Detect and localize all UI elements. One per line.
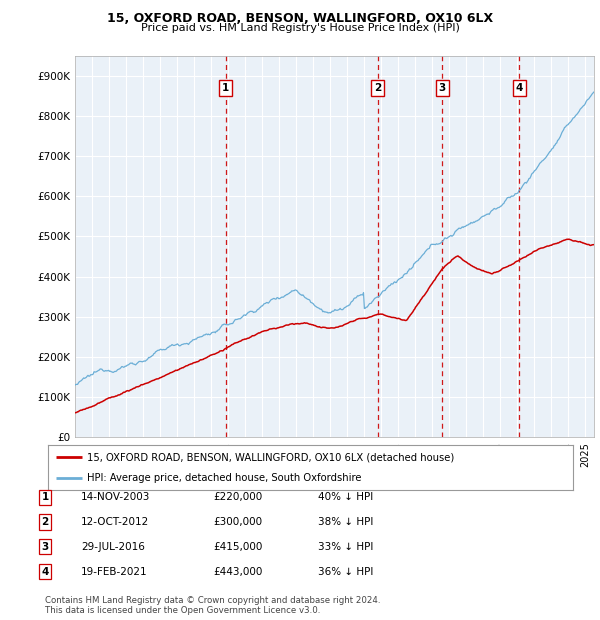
Text: 38% ↓ HPI: 38% ↓ HPI <box>318 517 373 527</box>
Text: £415,000: £415,000 <box>213 542 262 552</box>
Text: Price paid vs. HM Land Registry's House Price Index (HPI): Price paid vs. HM Land Registry's House … <box>140 23 460 33</box>
Text: 40% ↓ HPI: 40% ↓ HPI <box>318 492 373 502</box>
Text: 33% ↓ HPI: 33% ↓ HPI <box>318 542 373 552</box>
Text: HPI: Average price, detached house, South Oxfordshire: HPI: Average price, detached house, Sout… <box>88 472 362 483</box>
Text: 4: 4 <box>516 83 523 93</box>
Text: 4: 4 <box>41 567 49 577</box>
Text: 19-FEB-2021: 19-FEB-2021 <box>81 567 148 577</box>
Text: £443,000: £443,000 <box>213 567 262 577</box>
Text: 15, OXFORD ROAD, BENSON, WALLINGFORD, OX10 6LX (detached house): 15, OXFORD ROAD, BENSON, WALLINGFORD, OX… <box>88 452 455 463</box>
Text: £220,000: £220,000 <box>213 492 262 502</box>
Text: 29-JUL-2016: 29-JUL-2016 <box>81 542 145 552</box>
Text: £300,000: £300,000 <box>213 517 262 527</box>
Text: 2: 2 <box>374 83 381 93</box>
Text: 3: 3 <box>41 542 49 552</box>
Text: 3: 3 <box>439 83 446 93</box>
Text: 2: 2 <box>41 517 49 527</box>
Text: 36% ↓ HPI: 36% ↓ HPI <box>318 567 373 577</box>
Text: Contains HM Land Registry data © Crown copyright and database right 2024.
This d: Contains HM Land Registry data © Crown c… <box>45 596 380 615</box>
Text: 15, OXFORD ROAD, BENSON, WALLINGFORD, OX10 6LX: 15, OXFORD ROAD, BENSON, WALLINGFORD, OX… <box>107 12 493 25</box>
Text: 1: 1 <box>223 83 230 93</box>
Text: 14-NOV-2003: 14-NOV-2003 <box>81 492 151 502</box>
Text: 12-OCT-2012: 12-OCT-2012 <box>81 517 149 527</box>
Text: 1: 1 <box>41 492 49 502</box>
